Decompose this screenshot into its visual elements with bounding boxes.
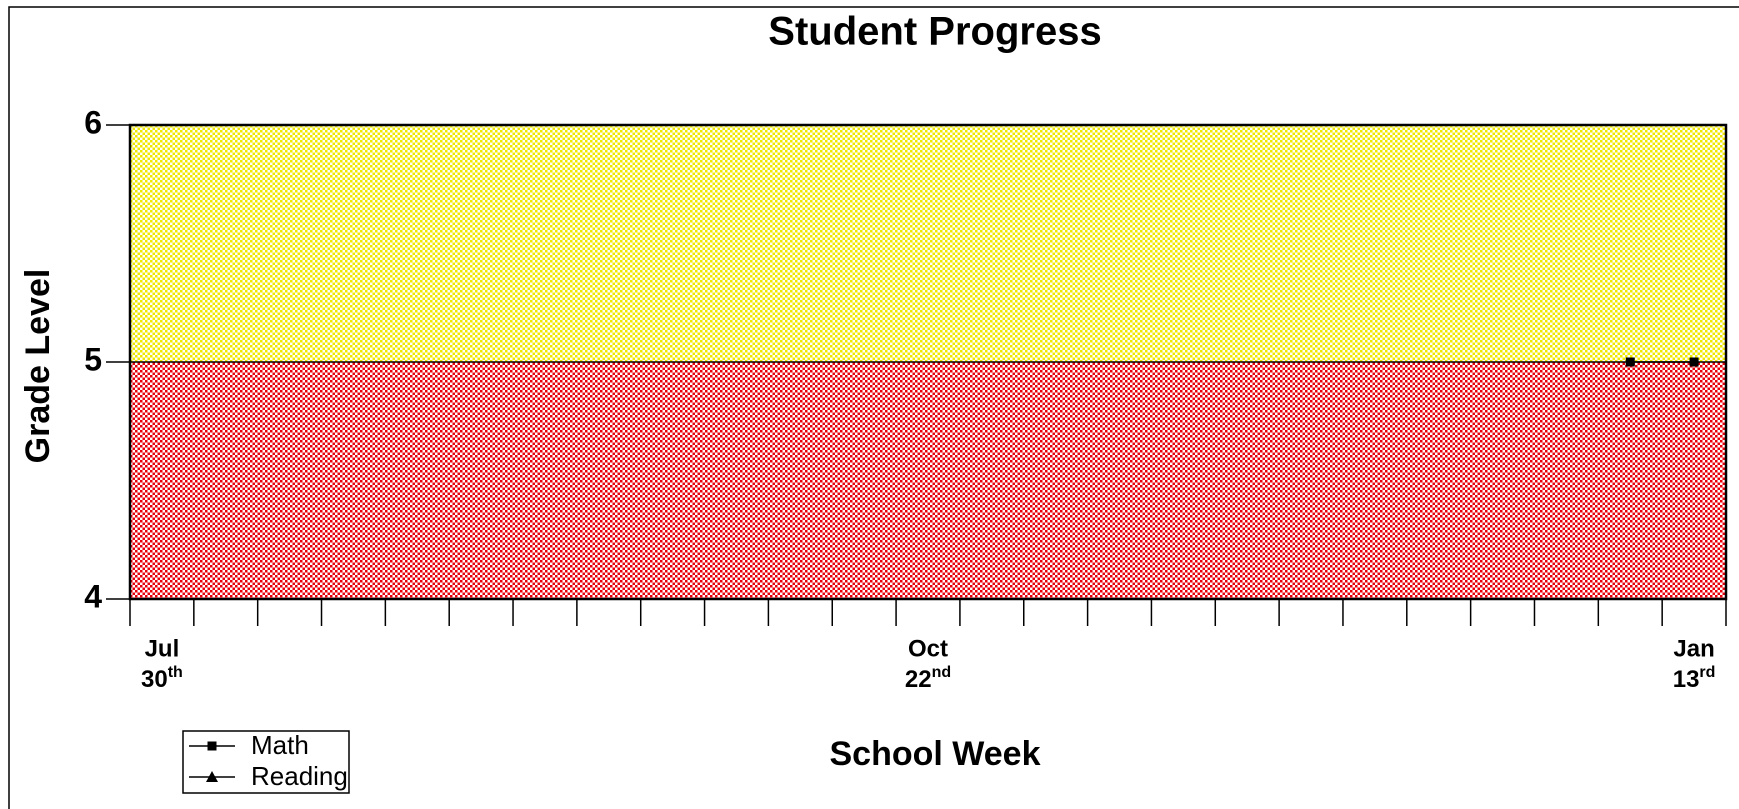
x-tick-day-suffix: nd	[932, 664, 952, 681]
x-tick-month: Jul	[145, 635, 180, 662]
y-tick-label: 6	[84, 104, 102, 140]
x-tick-month: Jan	[1673, 635, 1714, 662]
marker	[1625, 357, 1635, 367]
chart-title: Student Progress	[768, 10, 1101, 54]
marker	[206, 771, 218, 782]
band	[130, 125, 1726, 362]
x-axis-label: School Week	[830, 735, 1041, 773]
x-tick-day: 22nd	[905, 664, 951, 693]
marker	[1689, 357, 1699, 367]
x-tick-day-suffix: rd	[1699, 664, 1715, 681]
y-tick-label: 5	[84, 341, 102, 377]
legend-label: Reading	[251, 761, 348, 791]
x-tick-day-suffix: th	[168, 664, 183, 681]
y-axis-label: Grade Level	[19, 269, 57, 464]
x-tick-month: Oct	[908, 635, 948, 662]
x-tick-day-number: 22	[905, 666, 932, 693]
x-tick-day-number: 13	[1673, 666, 1700, 693]
marker	[207, 741, 217, 751]
x-tick-day: 30th	[141, 664, 183, 693]
plot-border	[128, 123, 1728, 601]
band	[130, 362, 1726, 599]
legend-label: Math	[251, 730, 309, 760]
legend-box	[182, 730, 350, 794]
frame	[8, 6, 1739, 809]
y-tick-label: 4	[84, 578, 102, 614]
x-tick-day: 13rd	[1673, 664, 1716, 693]
x-tick-day-number: 30	[141, 666, 168, 693]
